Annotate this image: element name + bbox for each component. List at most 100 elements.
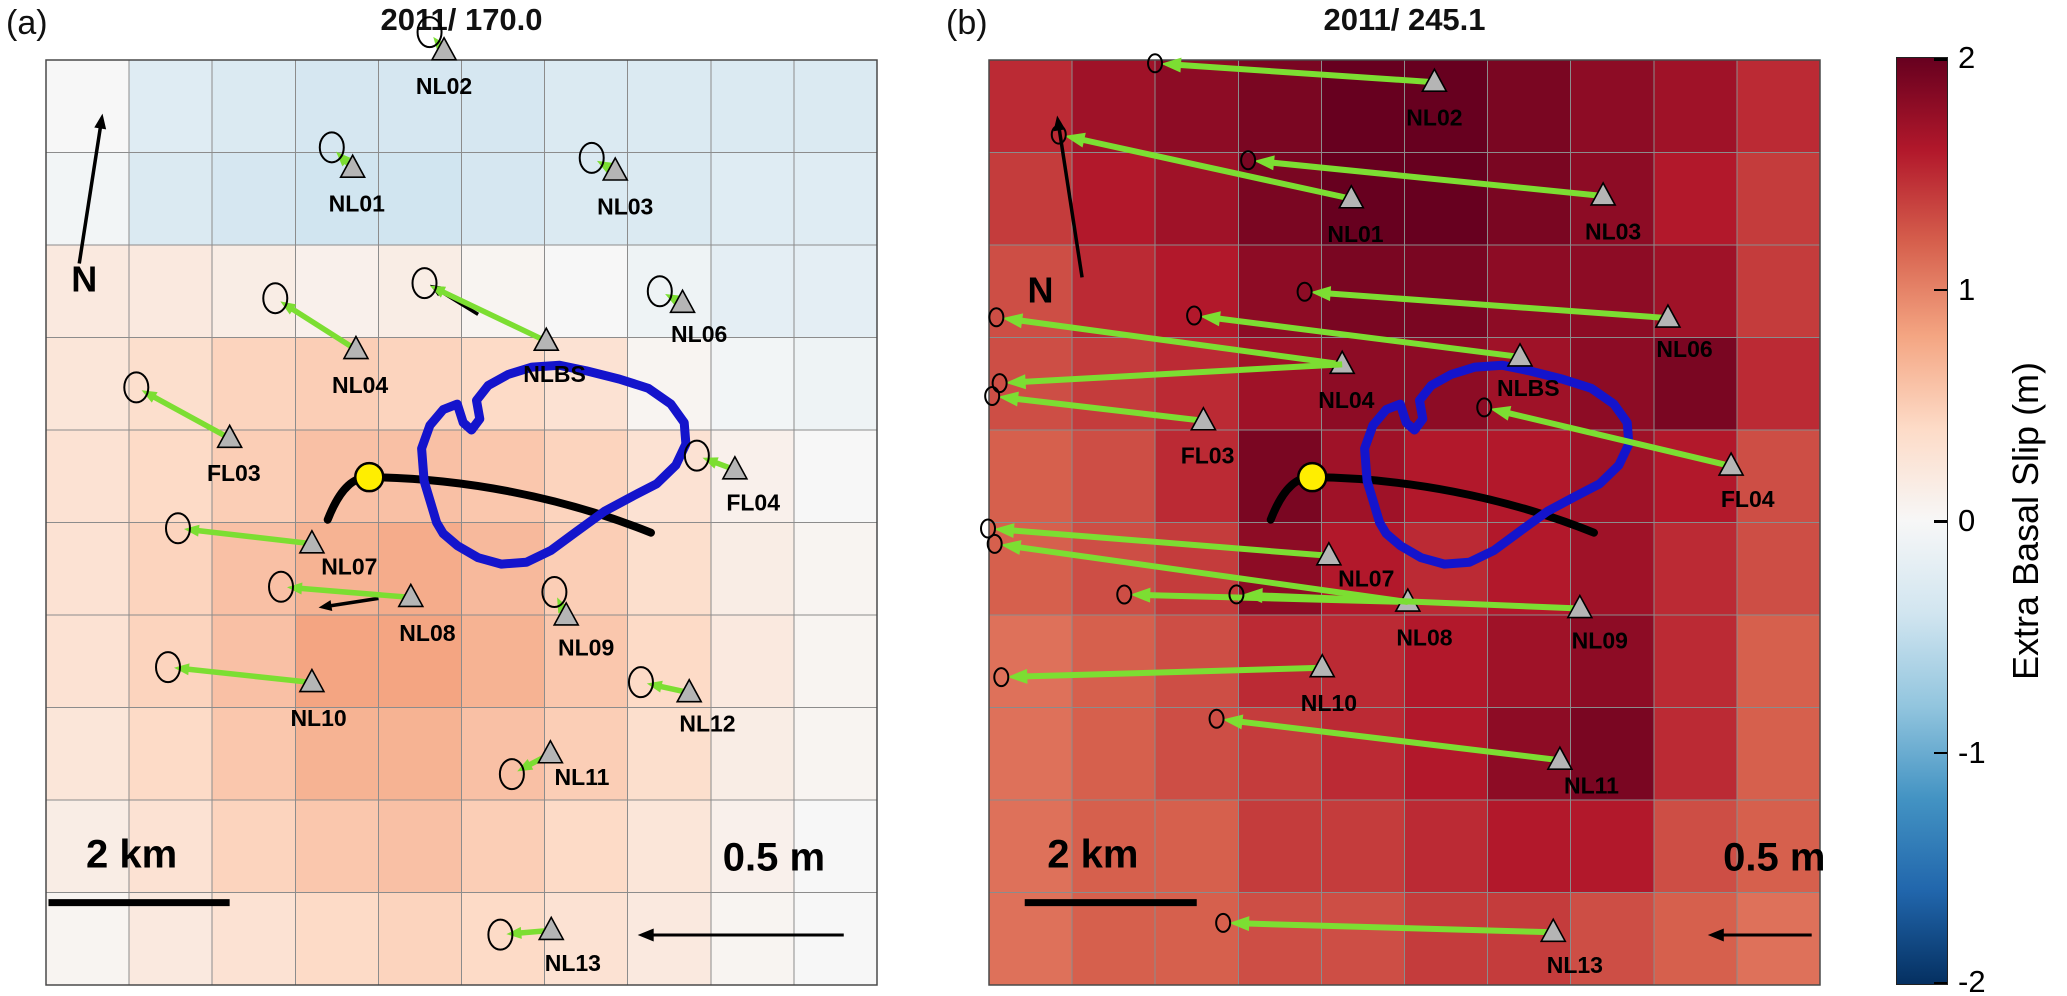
heatmap-cell: [1736, 429, 1821, 523]
heatmap-cell: [1736, 522, 1821, 616]
station-triangle: [342, 334, 370, 360]
station-triangle: [669, 288, 696, 314]
colorbar-tick-label: 2: [1958, 40, 1976, 75]
station-label: NL13: [545, 950, 601, 976]
station-triangle: [1506, 342, 1534, 367]
heatmap-cell: [1570, 244, 1655, 338]
panel-border: [45, 59, 878, 986]
heatmap-cell: [45, 244, 130, 338]
station-label: NL04: [332, 372, 388, 398]
north-arrow: [77, 120, 104, 264]
heatmap-cell: [211, 892, 296, 986]
heatmap-cell: [1071, 799, 1156, 893]
scale-bar-label: 2 km: [86, 833, 177, 877]
heatmap-cell: [1653, 614, 1738, 708]
heatmap-cell: [1487, 614, 1572, 708]
velocity-arrow: [1003, 526, 1330, 559]
event-marker: [1297, 461, 1328, 493]
station-triangle: [1190, 406, 1217, 431]
heatmap-cell: [211, 799, 296, 893]
station-triangle: [1539, 917, 1567, 943]
colorbar: [1896, 57, 1948, 985]
error-ellipse: [578, 141, 605, 174]
colorbar-title: Extra Basal Slip (m): [2005, 361, 2046, 681]
velocity-arrow: [146, 391, 231, 441]
station-label: NL01: [329, 191, 385, 217]
heatmap-cell: [128, 799, 213, 893]
heatmap-cell: [710, 614, 795, 708]
heatmap-cell: [1071, 614, 1156, 708]
heatmap-cell: [793, 337, 878, 431]
velocity-arrow-head: [1254, 155, 1275, 171]
heatmap-cell: [1570, 799, 1655, 893]
velocity-arrow-head: [1490, 406, 1512, 421]
heatmap-cell: [377, 152, 462, 246]
heatmap-cell: [1320, 707, 1405, 801]
station-label: NL03: [1585, 218, 1641, 244]
station-label: NL02: [1406, 105, 1462, 131]
heatmap-cell: [294, 244, 379, 338]
heatmap-cell: [544, 614, 629, 708]
error-ellipse: [487, 918, 514, 951]
velocity-arrow-head: [993, 523, 1015, 539]
velocity-arrow: [1209, 314, 1521, 360]
heatmap-cell: [377, 707, 462, 801]
heatmap-cell: [128, 892, 213, 986]
heatmap-cell: [1736, 59, 1821, 153]
error-ellipse: [164, 512, 191, 545]
panel-plot: N NL02 NL01 NL03 NL04 NLBS NL06 FL03 FL04 NL07 NL0…: [980, 53, 1825, 986]
station-triangle: [537, 739, 564, 764]
panel-a-letter: (a): [6, 4, 48, 42]
station-label: NL06: [671, 321, 727, 347]
heatmap-cell: [988, 152, 1073, 246]
heatmap-cell: [1404, 244, 1489, 338]
heatmap-cell: [710, 59, 795, 153]
heatmap-cell: [211, 59, 296, 153]
heatmap-cell: [128, 337, 213, 431]
heatmap-cell: [1653, 59, 1738, 153]
velocity-arrow-head: [1007, 668, 1028, 684]
reference-arrow-head: [1707, 928, 1724, 942]
heatmap-cell: [461, 429, 546, 523]
error-ellipse: [1186, 305, 1203, 326]
heatmap-cell: [377, 244, 462, 338]
heatmap-cell: [1320, 892, 1405, 986]
station-triangle: [1717, 451, 1745, 476]
heatmap-cell: [377, 614, 462, 708]
error-ellipse: [646, 275, 673, 308]
heatmap-cell: [544, 337, 629, 431]
velocity-arrow-head: [1310, 286, 1332, 302]
heatmap-cell: [793, 892, 878, 986]
heatmap-cell: [1487, 59, 1572, 153]
error-ellipse: [988, 307, 1005, 328]
heatmap-cell: [1237, 799, 1322, 893]
heatmap-cell: [1320, 337, 1405, 431]
heatmap-cell: [461, 892, 546, 986]
north-arrow: [1056, 122, 1084, 278]
heatmap-cell: [544, 707, 629, 801]
station-label: FL03: [1181, 442, 1235, 468]
heatmap-cell: [211, 337, 296, 431]
heatmap-cell: [1653, 152, 1738, 246]
velocity-arrow: [1011, 316, 1343, 368]
heatmap-cell: [128, 614, 213, 708]
heatmap-cell: [1570, 614, 1655, 708]
station-triangle: [1315, 541, 1343, 566]
heatmap-cell: [45, 892, 130, 986]
station-label: NL10: [290, 705, 346, 731]
velocity-arrow: [1263, 158, 1604, 199]
error-ellipse: [541, 576, 568, 609]
heatmap-cell: [710, 707, 795, 801]
velocity-arrow-head: [429, 285, 447, 298]
velocity-arrow-head: [517, 759, 534, 772]
heatmap-cell: [793, 522, 878, 616]
heatmap-cell: [45, 799, 130, 893]
station-label: NL11: [1564, 773, 1619, 799]
heatmap-cell: [211, 244, 296, 338]
station-triangle: [601, 156, 629, 181]
heatmap-cell: [988, 892, 1073, 986]
heatmap-cell: [1320, 614, 1405, 708]
error-ellipse: [1050, 124, 1067, 145]
error-ellipse: [1215, 912, 1232, 933]
station-triangle: [1546, 745, 1574, 771]
